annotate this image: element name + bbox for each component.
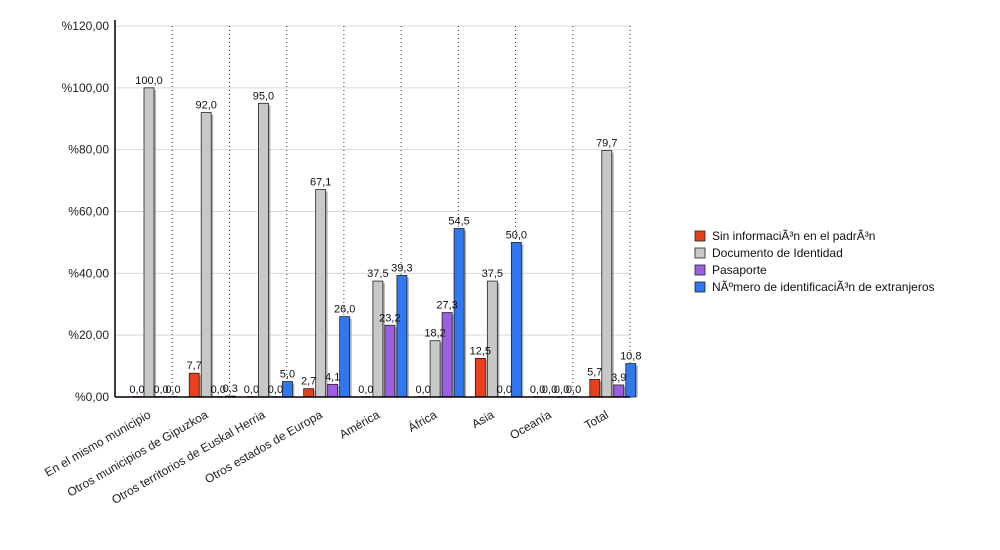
data-label: 5,7: [587, 366, 602, 378]
data-label: 23,2: [379, 312, 400, 324]
data-label: 79,7: [596, 138, 617, 150]
bar: [613, 384, 625, 398]
data-label: 0,0: [268, 384, 283, 396]
legend-label: Pasaporte: [712, 263, 767, 277]
bar: [510, 242, 522, 398]
data-label: 37,5: [482, 268, 503, 280]
legend-label: Documento de Identidad: [712, 246, 843, 260]
bar: [474, 357, 486, 398]
data-label: 7,7: [187, 360, 202, 372]
bar: [625, 363, 637, 398]
data-labels: 0,07,70,02,70,0 0,012,50,05,7100,092,095,…: [129, 75, 641, 396]
x-tick-label: América: [337, 407, 382, 441]
bar: [589, 378, 601, 398]
bar: [282, 381, 293, 398]
data-label: 5,0: [280, 369, 295, 381]
data-label: 0,0: [530, 384, 545, 396]
legend-label: Sin informaciÃ³n en el padrÃ³n: [712, 229, 875, 243]
bar: [396, 275, 408, 398]
data-label: 95,0: [253, 90, 274, 102]
data-label: 0,0: [358, 384, 373, 396]
data-label: 39,3: [391, 262, 412, 274]
data-label: 27,3: [436, 300, 457, 312]
y-tick-label: %80,00: [68, 143, 109, 157]
bar: [258, 102, 269, 398]
legend-swatch: [694, 230, 706, 242]
bar: [601, 150, 613, 398]
data-label: 18,2: [424, 328, 445, 340]
legend-swatch: [694, 264, 706, 276]
data-label: 0,0: [566, 384, 581, 396]
data-label: 37,5: [367, 268, 388, 280]
data-label: 0,0: [497, 384, 512, 396]
data-label: 0,0: [129, 384, 144, 396]
y-tick-label: %100,00: [62, 81, 110, 95]
bar: [453, 228, 465, 398]
y-tick-label: %120,00: [62, 19, 110, 33]
bar: [339, 316, 351, 398]
legend-swatch: [694, 247, 706, 259]
legend-swatch: [694, 281, 706, 293]
data-label: 2,7: [301, 376, 316, 388]
data-label: 50,0: [506, 229, 527, 241]
data-label: 92,0: [196, 100, 217, 112]
data-label: 0,0: [415, 384, 430, 396]
bars: [132, 87, 638, 398]
x-tick-label: Total: [582, 407, 611, 432]
x-tick-label: Asia: [469, 407, 496, 431]
y-tick-label: %60,00: [68, 205, 109, 219]
data-label: 26,0: [334, 304, 355, 316]
y-tick-labels: %0,00 %20,00 %40,00 %60,00 %80,00 %100,00 %120…: [62, 19, 110, 404]
legend: Sin informaciÃ³n en el padrÃ³n Documento …: [694, 229, 935, 294]
data-label: 0,0: [165, 384, 180, 396]
y-tick-label: %20,00: [68, 328, 109, 342]
y-tick-label: %0,00: [75, 390, 109, 404]
data-label: 0,3: [223, 383, 238, 395]
bar: [486, 280, 498, 398]
data-label: 0,0: [554, 384, 569, 396]
data-label: 54,5: [448, 216, 469, 228]
legend-label: NÃºmero de identificaciÃ³n de extranjero…: [712, 280, 935, 294]
bar: [327, 383, 339, 398]
bar: [143, 87, 155, 398]
bar: [372, 280, 384, 398]
data-label: 3,9: [611, 372, 626, 384]
data-label: 0,0: [211, 384, 226, 396]
x-tick-label: Oceanía: [507, 407, 554, 442]
data-label: 12,5: [470, 345, 491, 357]
bar: [315, 189, 327, 398]
y-tick-label: %40,00: [68, 266, 109, 280]
data-label: 0,0: [542, 384, 557, 396]
data-label: 10,8: [620, 351, 641, 363]
bar: [188, 372, 200, 398]
bar: [429, 340, 441, 398]
bar: [441, 312, 453, 398]
bar: [303, 388, 315, 398]
bar: [384, 324, 396, 398]
axes: [114, 20, 630, 398]
bar: [200, 112, 212, 398]
data-label: 0,0: [244, 384, 259, 396]
data-label: 100,0: [135, 75, 163, 87]
data-label: 0,0: [153, 384, 168, 396]
data-label: 67,1: [310, 177, 331, 189]
x-tick-label: África: [405, 406, 439, 434]
data-label: 4,1: [325, 371, 340, 383]
